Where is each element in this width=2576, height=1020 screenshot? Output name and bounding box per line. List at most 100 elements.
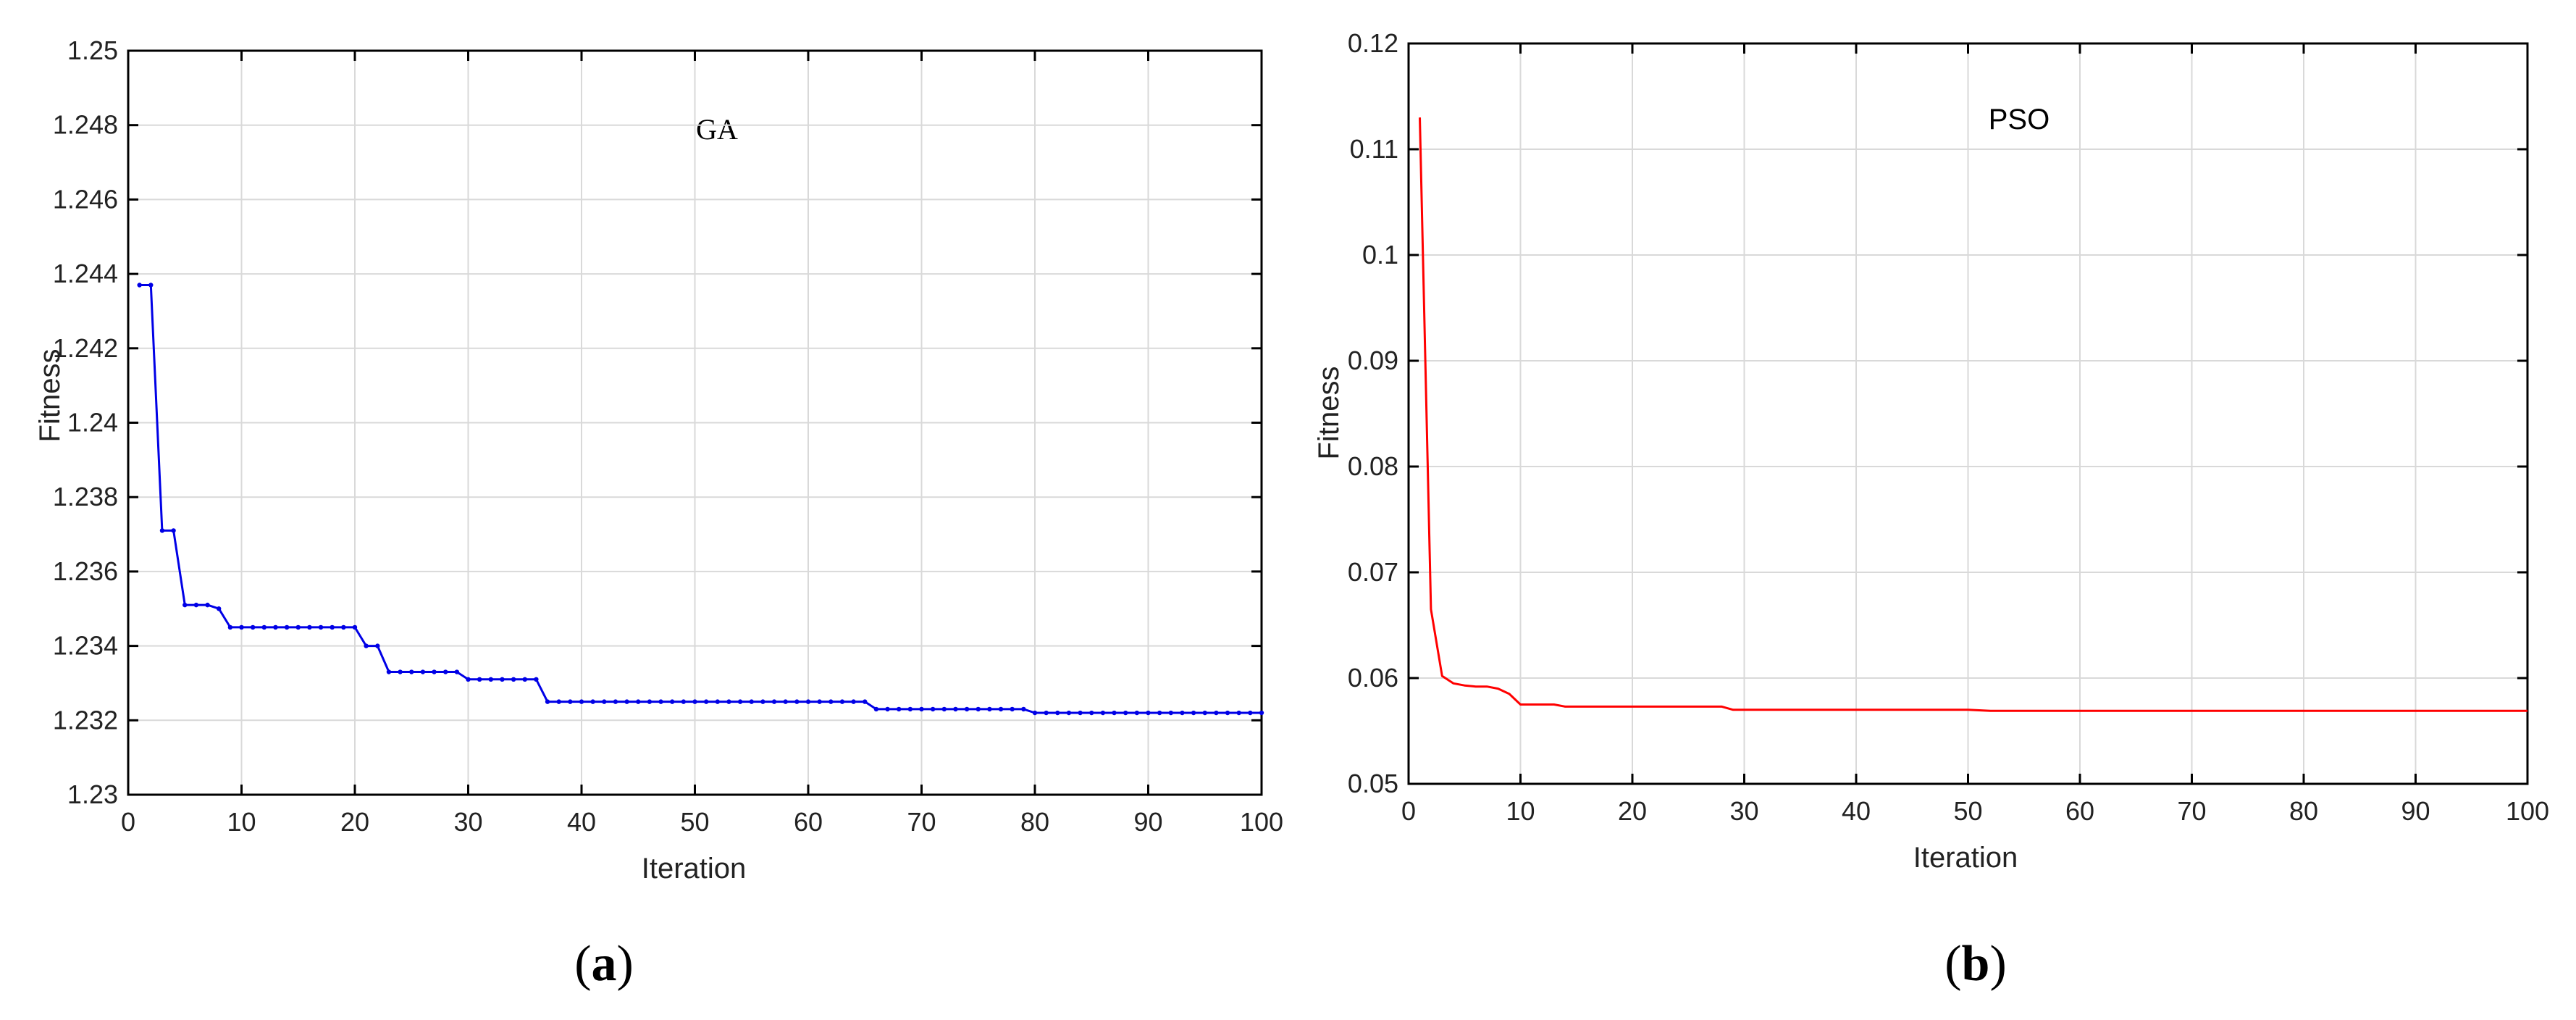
x-tick-label: 80 bbox=[1020, 807, 1049, 837]
data-point bbox=[250, 624, 256, 630]
grid-lines bbox=[128, 51, 1262, 795]
x-tick-label: 10 bbox=[1506, 796, 1535, 826]
data-point bbox=[873, 706, 879, 712]
data-point bbox=[171, 528, 176, 533]
x-tick-label: 60 bbox=[794, 807, 823, 837]
data-point bbox=[148, 283, 154, 288]
data-point bbox=[364, 643, 369, 648]
data-point bbox=[1134, 710, 1140, 716]
data-point bbox=[284, 624, 290, 630]
data-point bbox=[477, 677, 482, 682]
x-tick-label: 90 bbox=[1133, 807, 1162, 837]
y-tick-label: 0.07 bbox=[1348, 557, 1398, 587]
data-point bbox=[897, 706, 902, 712]
data-point bbox=[227, 624, 233, 630]
data-point bbox=[783, 699, 788, 704]
x-tick-label: 80 bbox=[2289, 796, 2318, 826]
x-tick-label: 50 bbox=[680, 807, 709, 837]
data-point bbox=[545, 699, 550, 704]
grid-lines bbox=[1409, 43, 2527, 784]
data-point bbox=[443, 669, 448, 674]
chart-pso: PSO Iteration Fitness 0 10 20 30 40 50 60 70 80 9… bbox=[1313, 28, 2549, 874]
data-point bbox=[771, 699, 777, 704]
data-point bbox=[466, 677, 471, 682]
data-point bbox=[976, 706, 981, 712]
data-point bbox=[1248, 710, 1253, 716]
data-point bbox=[703, 699, 709, 704]
x-tick-label: 100 bbox=[2506, 796, 2549, 826]
data-point bbox=[590, 699, 595, 704]
data-point bbox=[602, 699, 607, 704]
data-point bbox=[863, 699, 868, 704]
x-tick-label: 20 bbox=[1618, 796, 1647, 826]
y-tick-label: 1.244 bbox=[53, 259, 118, 288]
panel-label-b: (b) bbox=[1944, 936, 2007, 992]
data-point bbox=[1259, 710, 1264, 716]
chart-annotation: PSO bbox=[1989, 104, 2050, 135]
y-tick-label: 1.248 bbox=[53, 110, 118, 140]
data-point bbox=[1202, 710, 1207, 716]
y-tick-label: 1.23 bbox=[67, 779, 118, 809]
y-tick-label: 1.242 bbox=[53, 333, 118, 363]
data-point bbox=[839, 699, 845, 704]
y-tick-label: 0.08 bbox=[1348, 451, 1398, 481]
data-point bbox=[658, 699, 663, 704]
data-point bbox=[1032, 710, 1038, 716]
data-point bbox=[217, 606, 222, 611]
data-point bbox=[511, 677, 516, 682]
y-axis-label: Fitness bbox=[34, 349, 66, 443]
data-point bbox=[1055, 710, 1060, 716]
data-point bbox=[805, 699, 811, 704]
y-tick-label: 0.05 bbox=[1348, 769, 1398, 798]
data-point bbox=[318, 624, 324, 630]
y-tick-label: 0.09 bbox=[1348, 346, 1398, 375]
data-point bbox=[386, 669, 392, 674]
y-tick-label: 1.25 bbox=[67, 35, 118, 65]
data-point bbox=[1191, 710, 1196, 716]
data-point bbox=[692, 699, 697, 704]
y-tick-label: 1.24 bbox=[67, 408, 118, 438]
data-point bbox=[261, 624, 267, 630]
data-point bbox=[137, 283, 142, 288]
y-tick-label: 0.06 bbox=[1348, 663, 1398, 693]
chart-ga: GA Iteration Fitness 0 10 20 30 40 50 60 70 80 90… bbox=[34, 35, 1283, 885]
data-point bbox=[409, 669, 414, 674]
data-point bbox=[205, 602, 210, 608]
x-tick-label: 0 bbox=[1401, 796, 1416, 826]
data-point bbox=[1010, 706, 1015, 712]
x-tick-label: 30 bbox=[453, 807, 482, 837]
data-point bbox=[579, 699, 584, 704]
data-point bbox=[828, 699, 834, 704]
data-point bbox=[930, 706, 936, 712]
data-point bbox=[273, 624, 278, 630]
y-tick-label: 1.238 bbox=[53, 482, 118, 511]
data-point bbox=[1066, 710, 1072, 716]
data-point bbox=[159, 528, 165, 533]
x-tick-label: 40 bbox=[1842, 796, 1871, 826]
chart-annotation: GA bbox=[696, 113, 738, 146]
x-tick-label: 0 bbox=[121, 807, 135, 837]
data-point bbox=[1168, 710, 1174, 716]
data-point bbox=[851, 699, 856, 704]
data-point bbox=[1214, 710, 1219, 716]
x-tick-label: 50 bbox=[1953, 796, 1982, 826]
data-point bbox=[964, 706, 970, 712]
data-point bbox=[1044, 710, 1049, 716]
data-point bbox=[885, 706, 890, 712]
data-point bbox=[624, 699, 629, 704]
data-point bbox=[613, 699, 618, 704]
y-tick-label: 1.236 bbox=[53, 556, 118, 586]
data-point bbox=[182, 602, 188, 608]
y-tick-label: 1.234 bbox=[53, 631, 118, 661]
data-point bbox=[1180, 710, 1185, 716]
data-point bbox=[941, 706, 947, 712]
data-point bbox=[556, 699, 561, 704]
data-point bbox=[330, 624, 335, 630]
axis-ticks: 0 10 20 30 40 50 60 70 80 90 100 0.05 0.06 0.07 0.08 0.… bbox=[1348, 28, 2549, 826]
plot-frame bbox=[127, 49, 1263, 796]
x-tick-label: 90 bbox=[2401, 796, 2430, 826]
data-point bbox=[1236, 710, 1241, 716]
data-point bbox=[239, 624, 244, 630]
data-point bbox=[534, 677, 539, 682]
data-point bbox=[907, 706, 913, 712]
